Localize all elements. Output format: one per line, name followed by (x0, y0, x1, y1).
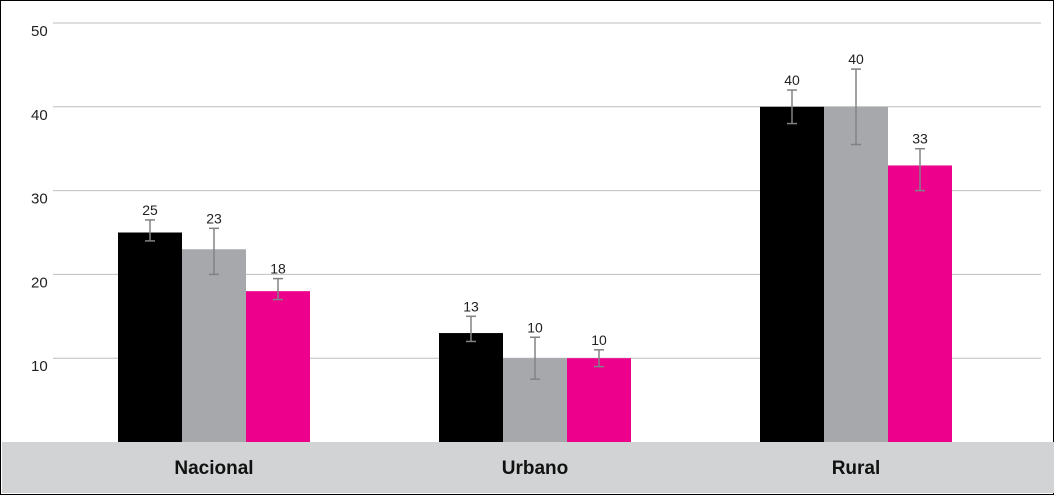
data-label: 18 (270, 261, 286, 277)
y-tick-label: 20 (31, 274, 48, 291)
data-label: 40 (784, 72, 800, 88)
bar (567, 358, 631, 442)
category-labels: Nacional Urbano Rural (174, 458, 880, 479)
category-label: Nacional (174, 458, 253, 479)
bar (246, 291, 310, 442)
y-tick-label: 30 (31, 191, 48, 208)
data-label: 33 (912, 131, 928, 147)
y-tick-label: 10 (31, 358, 48, 375)
data-labels: 25 23 18 13 10 10 40 40 33 (142, 51, 928, 348)
bar (888, 165, 952, 442)
data-label: 23 (206, 210, 222, 226)
category-label: Rural (832, 458, 881, 479)
bar (824, 106, 888, 443)
y-tick-label: 50 (31, 23, 48, 40)
bar (182, 249, 246, 442)
bar (760, 106, 824, 443)
y-tick-label: 40 (31, 107, 48, 124)
bar (118, 232, 182, 442)
bars (118, 106, 952, 443)
data-label: 10 (591, 332, 607, 348)
data-label: 40 (848, 51, 864, 67)
data-label: 25 (142, 202, 158, 218)
category-band (2, 442, 1054, 493)
data-label: 10 (527, 319, 543, 335)
y-axis-ticks: 10 20 30 40 50 (31, 23, 48, 375)
bar (439, 333, 503, 442)
error-bars (145, 68, 925, 380)
category-label: Urbano (502, 458, 569, 479)
data-label: 13 (463, 298, 479, 314)
